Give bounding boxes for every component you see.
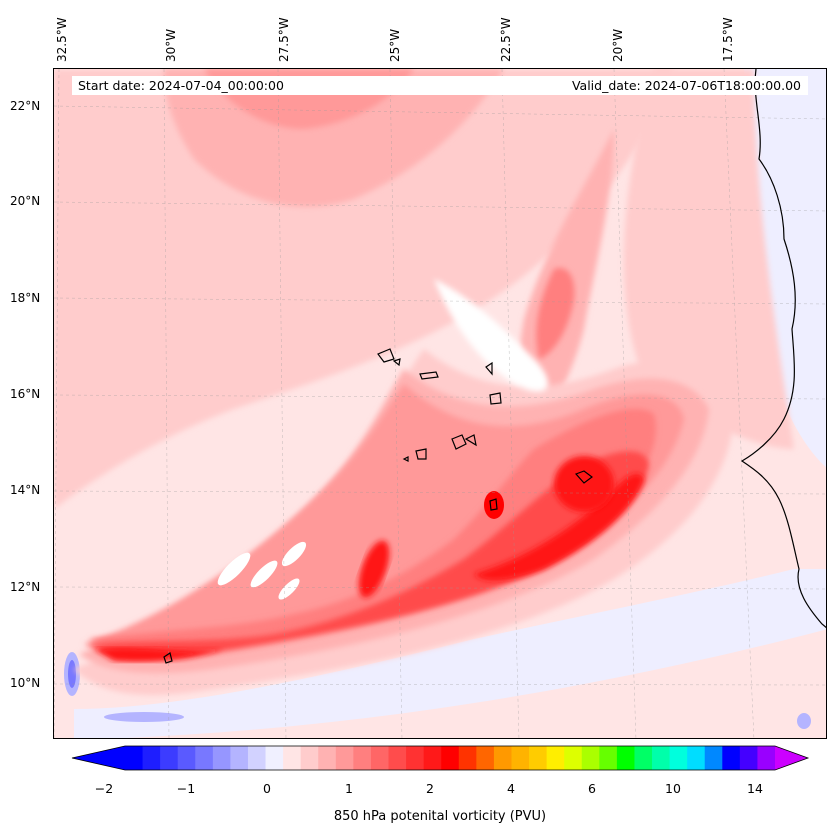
colorbar-swatch [318, 746, 337, 770]
colorbar-swatch [195, 746, 214, 770]
colorbar-swatch [230, 746, 249, 770]
pv-core-island-fogo [484, 491, 504, 519]
colorbar-swatch [564, 746, 583, 770]
lon-label-32-5w: 32.5°W [55, 17, 69, 62]
colorbar-swatch [283, 746, 302, 770]
colorbar-extend-low [72, 746, 125, 770]
colorbar-swatch [212, 746, 231, 770]
negative-pv-spot-southwest-core [68, 660, 76, 688]
colorbar-tick-2: 2 [426, 781, 434, 796]
colorbar-swatch [177, 746, 196, 770]
colorbar-swatch [652, 746, 670, 770]
colorbar-tick-10: 10 [665, 781, 681, 796]
lat-label-12n: 12°N [10, 580, 41, 594]
lat-label-14n: 14°N [10, 483, 41, 497]
map-panel [53, 68, 827, 739]
colorbar-swatch [300, 746, 319, 770]
colorbar-swatch [739, 746, 758, 770]
colorbar-swatch [669, 746, 688, 770]
colorbar-swatch [546, 746, 565, 770]
colorbar-tick-neg1: −1 [176, 781, 196, 796]
lat-label-18n: 18°N [10, 291, 41, 305]
pv-core-south-strip [358, 540, 390, 598]
colorbar-tick-neg2: −2 [94, 781, 114, 796]
pv-band-peak [94, 647, 224, 662]
lon-label-22-5w: 22.5°W [499, 17, 513, 62]
negative-pv-band-south [74, 569, 826, 738]
colorbar-swatch [616, 746, 635, 770]
graticule [54, 69, 826, 738]
colorbar-swatch [335, 746, 354, 770]
pv-field-map [54, 69, 826, 738]
colorbar-swatch [423, 746, 442, 770]
lon-label-20w: 20°W [611, 28, 625, 62]
pv-light-region-northeast [624, 69, 794, 449]
colorbar-label: 850 hPa potenital vorticity (PVU) [333, 809, 547, 824]
pv-core-island-east [554, 456, 614, 512]
lat-label-22n: 22°N [10, 99, 41, 113]
pv-white-wave-2 [250, 560, 278, 588]
colorbar-tick-0: 0 [263, 781, 271, 796]
pv-band-peak-east [474, 473, 644, 581]
colorbar-swatch [581, 746, 600, 770]
pv-white-wave-1 [217, 552, 251, 586]
colorbar-swatch [353, 746, 372, 770]
colorbar-swatch [125, 746, 143, 770]
colorbar-swatch [757, 746, 776, 770]
colorbar-tick-1: 1 [345, 781, 353, 796]
lon-label-30w: 30°W [164, 28, 178, 62]
colorbar-extend-high [775, 746, 808, 770]
negative-pv-patch-east [744, 69, 826, 468]
cape-verde-islands [163, 348, 593, 664]
colorbar-swatch [247, 746, 266, 770]
pv-light-region-north [54, 69, 674, 509]
lon-label-27-5w: 27.5°W [277, 17, 291, 62]
colorbar-swatch [511, 746, 530, 770]
colorbar-swatch [704, 746, 723, 770]
pv-filament-northeast-core [536, 268, 575, 359]
colorbar-swatch [160, 746, 179, 770]
lat-label-10n: 10°N [10, 676, 41, 690]
colorbar-swatch [493, 746, 512, 770]
colorbar-swatch [265, 746, 284, 770]
negative-pv-streak-south [104, 712, 184, 722]
lat-label-20n: 20°N [10, 194, 41, 208]
colorbar-swatch [142, 746, 161, 770]
negative-pv-spot-east [797, 713, 811, 729]
valid-date-label: Valid_date: 2024-07-06T18:00:00.00 [571, 78, 801, 93]
lon-label-25w: 25°W [388, 28, 402, 62]
colorbar-swatch [687, 746, 706, 770]
pv-white-tongue [434, 279, 548, 392]
colorbar-swatch [529, 746, 548, 770]
colorbar-swatch [370, 746, 389, 770]
colorbar-outline [71, 745, 810, 771]
lon-label-17-5w: 17.5°W [721, 17, 735, 62]
colorbar [71, 745, 810, 771]
african-coastline [740, 69, 826, 629]
colorbar-swatch [441, 746, 460, 770]
colorbar-swatch [458, 746, 477, 770]
colorbar-tick-6: 6 [588, 781, 596, 796]
colorbar-swatch [722, 746, 741, 770]
colorbar-swatch [599, 746, 618, 770]
lat-label-16n: 16°N [10, 387, 41, 401]
start-date-label: Start date: 2024-07-04_00:00:00 [78, 78, 284, 93]
date-info-bar: Start date: 2024-07-04_00:00:00 Valid_da… [72, 76, 808, 95]
colorbar-swatch [476, 746, 495, 770]
colorbar-swatch [634, 746, 653, 770]
colorbar-swatch [388, 746, 407, 770]
colorbar-swatch [406, 746, 425, 770]
colorbar-tick-4: 4 [507, 781, 515, 796]
colorbar-tick-14: 14 [747, 781, 763, 796]
pv-white-wave-3 [281, 541, 307, 567]
pv-white-wave-4 [278, 578, 300, 600]
